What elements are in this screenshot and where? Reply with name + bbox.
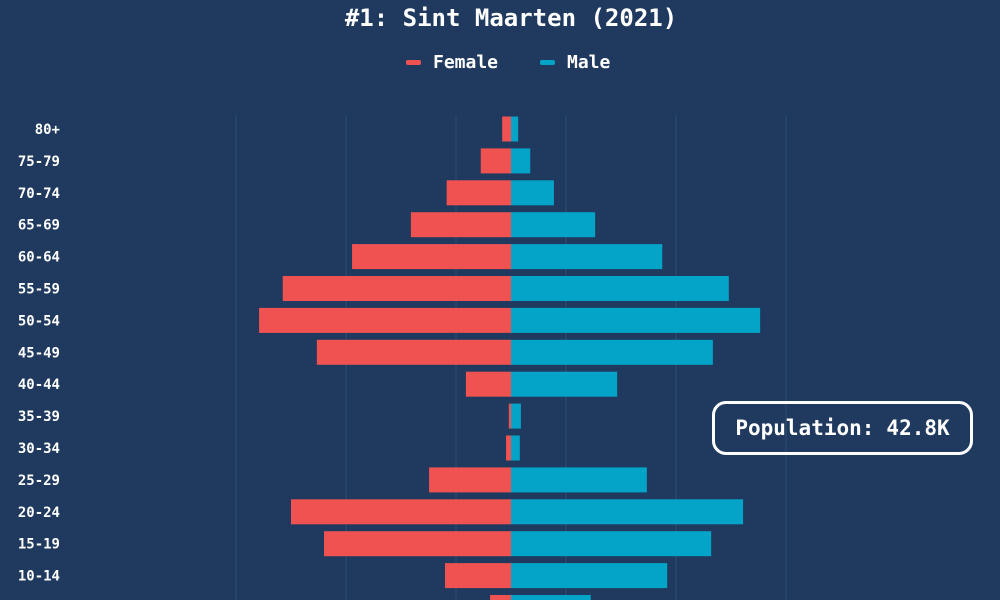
legend-male-label: Male — [567, 52, 611, 73]
age-group-label: 30-34 — [18, 441, 60, 457]
age-group-label: 40-44 — [18, 377, 60, 393]
female-bar-40-44 — [465, 371, 511, 397]
female-bar-70-74 — [446, 180, 511, 206]
female-bar-55-59 — [282, 276, 511, 301]
male-bar-80+ — [511, 116, 519, 142]
male-bar-15-19 — [511, 531, 712, 557]
female-bar-5-9 — [490, 595, 511, 600]
female-bar-50-54 — [259, 307, 511, 333]
male-bar-40-44 — [511, 371, 618, 397]
chart-title: #1: Sint Maarten (2021) — [345, 4, 677, 32]
age-group-label: 15-19 — [18, 537, 60, 553]
legend-male-swatch — [540, 60, 555, 65]
male-bar-35-39 — [511, 403, 521, 429]
male-bar-25-29 — [511, 467, 647, 493]
male-bar-45-49 — [511, 339, 713, 365]
male-bar-30-34 — [511, 435, 520, 461]
age-group-label: 45-49 — [18, 345, 60, 361]
female-bar-35-39 — [508, 403, 511, 429]
age-group-label: 75-79 — [18, 154, 60, 170]
age-group-label: 70-74 — [18, 186, 60, 202]
female-bar-65-69 — [410, 212, 511, 238]
male-bar-75-79 — [511, 148, 531, 174]
age-group-label: 55-59 — [18, 282, 60, 298]
legend-female-swatch — [406, 60, 421, 65]
bars — [259, 116, 761, 600]
female-bar-15-19 — [324, 531, 511, 557]
age-group-label: 35-39 — [18, 409, 60, 425]
female-bar-80+ — [502, 116, 511, 142]
population-value: 42.8K — [886, 416, 950, 440]
age-group-label: 50-54 — [18, 313, 60, 329]
male-bar-10-14 — [511, 563, 668, 589]
age-group-label: 80+ — [35, 122, 60, 138]
age-group-label: 10-14 — [18, 569, 60, 585]
female-bar-25-29 — [429, 467, 511, 493]
age-group-label: 20-24 — [18, 505, 60, 521]
population-annotation: Population: 42.8K — [712, 401, 973, 455]
female-bar-60-64 — [352, 244, 511, 270]
female-bar-75-79 — [480, 148, 511, 174]
y-axis-tick-labels: 80+ 75-79 70-74 65-69 60-64 55-59 50-54 45-49 40… — [18, 122, 60, 585]
male-bar-55-59 — [511, 276, 729, 301]
legend: Female Male — [406, 52, 611, 73]
population-label: Population: — [735, 416, 875, 440]
male-bar-5-9 — [511, 595, 591, 600]
age-group-label: 25-29 — [18, 473, 60, 489]
male-bar-70-74 — [511, 180, 554, 206]
legend-female-label: Female — [433, 52, 498, 73]
male-bar-60-64 — [511, 244, 663, 270]
age-group-label: 60-64 — [18, 250, 60, 266]
female-bar-45-49 — [316, 339, 511, 365]
female-bar-30-34 — [506, 435, 511, 461]
age-group-label: 65-69 — [18, 218, 60, 234]
male-bar-50-54 — [511, 307, 761, 333]
female-bar-10-14 — [445, 563, 511, 589]
male-bar-65-69 — [511, 212, 596, 238]
female-bar-20-24 — [291, 499, 511, 525]
male-bar-20-24 — [511, 499, 744, 525]
